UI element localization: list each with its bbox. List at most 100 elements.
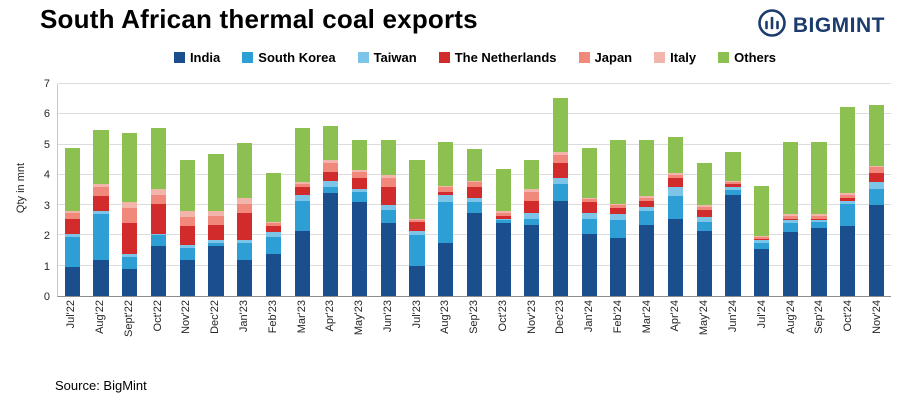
bigmint-logo-text: BIGMINT — [792, 13, 885, 37]
bar-segment-south-korea — [581, 218, 597, 234]
bar-segment-italy — [208, 211, 224, 216]
bar-segment-india — [868, 205, 885, 296]
bar-segment-south-korea — [466, 202, 483, 213]
bar-segment-others — [868, 105, 885, 166]
bar-segment-the-netherlands — [524, 200, 540, 213]
bar-segment-italy — [294, 182, 310, 184]
stacked-bar — [64, 84, 80, 296]
bar-segment-taiwan — [811, 220, 827, 222]
bar-segment-others — [782, 141, 798, 215]
bar-segment-taiwan — [524, 212, 540, 219]
bar-jan-23 — [230, 84, 259, 296]
bar-oct-22 — [144, 84, 173, 296]
bar-segment-italy — [495, 211, 511, 213]
bar-segment-south-korea — [208, 243, 224, 247]
bar-segment-india — [179, 259, 195, 296]
x-axis-label: Aug'24 — [784, 300, 797, 334]
stacked-bar — [782, 84, 798, 296]
bar-segment-india — [610, 238, 626, 296]
bar-segment-others — [495, 168, 511, 212]
legend-item-others: Others — [718, 50, 776, 65]
x-axis-label-cell: Jun'24 — [719, 300, 748, 362]
bar-segment-japan — [380, 177, 396, 188]
bar-segment-others — [466, 149, 483, 181]
bar-segment-india — [438, 243, 454, 296]
bar-segment-south-korea — [179, 247, 195, 260]
bar-segment-italy — [811, 214, 827, 216]
x-axis-label-cell: Jan'24 — [575, 300, 604, 362]
legend-label: Taiwan — [373, 50, 417, 65]
legend-label: Japan — [594, 50, 633, 65]
stacked-bar — [725, 84, 741, 296]
x-axis-label-cell: Dec'23 — [546, 300, 575, 362]
plot-area — [57, 83, 891, 297]
stacked-bar — [265, 84, 281, 296]
bar-aug-24 — [776, 84, 805, 296]
stacked-bar — [495, 84, 511, 296]
bar-segment-the-netherlands — [495, 215, 511, 219]
bar-segment-taiwan — [208, 240, 224, 244]
bar-jan-24 — [575, 84, 604, 296]
bar-apr-23 — [316, 84, 345, 296]
bar-segment-taiwan — [409, 230, 425, 236]
bar-segment-south-korea — [150, 235, 167, 247]
bar-segment-italy — [179, 211, 195, 218]
x-axis-label: May'24 — [698, 300, 711, 336]
bar-segment-the-netherlands — [840, 197, 856, 201]
bar-segment-the-netherlands — [581, 202, 597, 213]
bar-segment-japan — [782, 215, 798, 219]
bar-segment-japan — [581, 199, 597, 203]
bar-oct-24 — [833, 84, 862, 296]
bar-segment-italy — [754, 235, 770, 237]
x-axis-label: Mar'23 — [295, 300, 308, 334]
stacked-bar — [840, 84, 856, 296]
x-axis-label: Aug'22 — [94, 300, 107, 334]
bar-segment-italy — [237, 197, 253, 204]
bar-segment-the-netherlands — [237, 212, 253, 240]
bar-segment-others — [696, 162, 712, 206]
x-axis-label: Sept'22 — [122, 300, 135, 337]
bar-segment-taiwan — [782, 220, 798, 224]
bar-segment-japan — [754, 237, 770, 239]
x-axis-label: Jan'24 — [583, 300, 596, 333]
stacked-bar — [351, 84, 368, 296]
bar-segment-the-netherlands — [667, 177, 684, 187]
bar-segment-japan — [466, 182, 483, 187]
y-axis-tick-labels: 0 1 2 3 4 5 6 7 — [30, 78, 50, 303]
bar-segment-italy — [323, 159, 339, 163]
bar-segment-india — [581, 233, 597, 296]
stacked-bar — [610, 84, 626, 296]
stacked-bar — [524, 84, 540, 296]
bar-segment-japan — [552, 155, 569, 163]
bar-segment-south-korea — [380, 209, 396, 224]
bar-segment-taiwan — [466, 197, 483, 203]
bar-segment-india — [524, 224, 540, 296]
bar-segment-italy — [581, 197, 597, 200]
bar-segment-south-korea — [868, 188, 885, 206]
x-axis-label-cell: Mar'23 — [287, 300, 316, 362]
x-axis-label-cell: Nov'22 — [172, 300, 201, 362]
bar-segment-italy — [868, 165, 885, 168]
bar-sep-24 — [805, 84, 834, 296]
y-axis-tick-label: 2 — [43, 230, 50, 243]
x-axis-label: Nov'24 — [870, 300, 883, 334]
bar-segment-japan — [868, 167, 885, 174]
bar-segment-south-korea — [725, 190, 741, 195]
x-axis-label: Aug'23 — [439, 300, 452, 334]
bar-segment-south-korea — [754, 243, 770, 250]
bar-segment-india — [409, 265, 425, 296]
x-axis-label-cell: Nov'24 — [862, 300, 891, 362]
bar-segment-others — [294, 127, 310, 183]
bar-segment-italy — [438, 185, 454, 188]
stacked-bar — [380, 84, 396, 296]
bar-segment-the-netherlands — [725, 183, 741, 187]
bar-segment-italy — [782, 214, 798, 216]
bar-segment-taiwan — [667, 187, 684, 197]
legend-swatch — [438, 52, 450, 63]
bar-segment-japan — [208, 215, 224, 225]
bar-segment-japan — [351, 171, 368, 178]
bar-segment-taiwan — [380, 205, 396, 210]
bar-segment-others — [237, 143, 253, 198]
stacked-bar — [237, 84, 253, 296]
bar-segment-others — [438, 141, 454, 186]
